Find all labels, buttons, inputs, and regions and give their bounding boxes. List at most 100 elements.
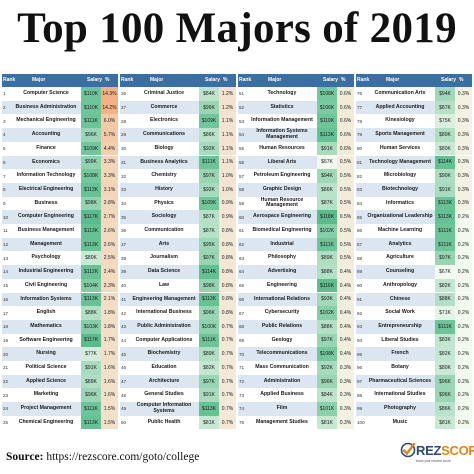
salary-cell: $102K xyxy=(317,306,337,320)
percent-cell: 0.2% xyxy=(455,237,472,252)
percent-cell: 0.3% xyxy=(455,114,472,129)
table-row: 38 Journalism $97K 0.8% xyxy=(120,251,236,266)
salary-cell: $113K xyxy=(81,292,101,307)
rank-cell: 5 xyxy=(3,146,6,152)
salary-cell: $111K xyxy=(435,237,455,252)
percent-cell: 0.3% xyxy=(455,87,472,101)
table-row: 70 Telecommunications $108K 0.4% xyxy=(238,347,354,361)
rank-cell: 58 xyxy=(239,187,245,193)
rank-cell: 98 xyxy=(357,392,363,398)
chart-title: Top 100 Majors of 2019 xyxy=(17,5,457,52)
table-row: 10 Computer Engineering $117K 2.7% xyxy=(2,210,118,224)
table-row: 85 Organizational Leadership $113K 0.2% xyxy=(356,210,472,224)
salary-cell: $97K xyxy=(199,169,219,183)
salary-cell: $113K xyxy=(81,237,101,252)
source-url[interactable]: https://rezscore.com/goto/college xyxy=(46,451,200,463)
salary-cell: $86K xyxy=(435,402,455,416)
salary-cell: $111K xyxy=(435,224,455,238)
major-cell: Film xyxy=(276,405,288,412)
percent-cell: 0.4% xyxy=(337,306,354,320)
major-cell: Business xyxy=(34,199,58,206)
table-row: 49 Computer Information Systems $113K 0.7% xyxy=(120,402,236,416)
salary-cell: $110K xyxy=(81,100,101,115)
major-cell: Human Resources xyxy=(259,144,305,151)
rank-cell: 1 xyxy=(3,91,6,97)
source-note: Source: https://rezscore.com/goto/colleg… xyxy=(6,451,199,463)
table-row: 39 Data Science $114K 0.8% xyxy=(120,265,236,279)
major-cell: Computer Information Systems xyxy=(136,402,192,414)
percent-cell: 0.3% xyxy=(455,169,472,183)
column-header: % xyxy=(341,77,346,83)
percent-cell: 1.6% xyxy=(101,374,118,389)
salary-cell: $89K xyxy=(435,128,455,142)
rank-cell: 41 xyxy=(121,296,127,302)
major-cell: Applied Science xyxy=(25,377,67,384)
table-row: 75 Management Studies $81K 0.3% xyxy=(238,415,354,430)
salary-cell: $88K xyxy=(435,292,455,307)
salary-cell: $92K xyxy=(317,361,337,375)
percent-cell: 0.5% xyxy=(337,251,354,266)
major-cell: Information Systems Management xyxy=(256,128,308,140)
salary-cell: $80K xyxy=(435,141,455,156)
major-cell: Kinesiology xyxy=(385,117,415,124)
table-row: 16 Information Systems $113K 2.1% xyxy=(2,292,118,307)
salary-cell: $89K xyxy=(199,347,219,361)
rank-cell: 17 xyxy=(3,310,9,316)
rank-cell: 10 xyxy=(3,214,9,220)
table-row: 74 Film $101K 0.3% xyxy=(238,402,354,416)
major-cell: Mathematics xyxy=(30,322,62,329)
major-cell: Public Relations xyxy=(261,322,303,329)
rank-cell: 23 xyxy=(3,392,9,398)
table-header: Rank Major Salary% xyxy=(356,74,472,87)
rank-cell: 22 xyxy=(3,379,9,385)
percent-cell: 2.4% xyxy=(101,265,118,279)
salary-cell: $108K xyxy=(317,87,337,101)
table-row: 47 Architecture $97K 0.7% xyxy=(120,374,236,389)
column-header: Major xyxy=(386,77,400,83)
salary-cell: $98K xyxy=(199,278,219,293)
salary-cell: $87K xyxy=(435,100,455,115)
percent-cell: 0.7% xyxy=(219,347,236,361)
percent-cell: 0.4% xyxy=(337,319,354,334)
rank-cell: 95 xyxy=(357,351,363,357)
rank-cell: 84 xyxy=(357,200,363,206)
table-row: 91 Chinese $88K 0.2% xyxy=(356,292,472,307)
rank-cell: 64 xyxy=(239,269,245,275)
major-cell: Social Work xyxy=(385,309,415,316)
percent-cell: 2.7% xyxy=(101,210,118,224)
percent-cell: 0.7% xyxy=(219,333,236,348)
major-cell: Engineering Management xyxy=(132,295,196,302)
rank-cell: 48 xyxy=(121,392,127,398)
salary-cell: $83K xyxy=(435,333,455,348)
major-cell: Petroleum Engineering xyxy=(253,172,311,179)
major-cell: Management xyxy=(30,240,62,247)
salary-cell: $109K xyxy=(199,196,219,211)
major-cell: Computer Applications xyxy=(135,336,193,343)
salary-cell: $106K xyxy=(317,100,337,115)
percent-cell: 0.6% xyxy=(337,141,354,156)
percent-cell: 0.3% xyxy=(337,361,354,375)
table-row: 59 Human Resource Management $87K 0.5% xyxy=(238,196,354,211)
rank-cell: 86 xyxy=(357,228,363,234)
major-cell: Civil Engineering xyxy=(24,281,68,288)
major-cell: Public Health xyxy=(147,418,181,425)
rank-cell: 97 xyxy=(357,379,363,385)
major-cell: Communication Arts xyxy=(374,90,426,97)
salary-cell: $67K xyxy=(435,265,455,279)
table-row: 83 Biotechnology $91K 0.3% xyxy=(356,182,472,197)
salary-cell: $99K xyxy=(81,155,101,170)
table-row: 18 Mathematics $103K 1.8% xyxy=(2,319,118,334)
table-row: 43 Public Administration $100K 0.7% xyxy=(120,319,236,334)
salary-cell: $84K xyxy=(199,87,219,101)
table-row: 26 Criminal Justice $84K 1.2% xyxy=(120,87,236,101)
major-cell: Chemistry xyxy=(151,172,177,179)
rank-cell: 70 xyxy=(239,351,245,357)
percent-cell: 0.6% xyxy=(337,87,354,101)
rank-cell: 29 xyxy=(121,132,127,138)
salary-cell: $96K xyxy=(435,388,455,403)
rank-cell: 99 xyxy=(357,406,363,412)
rank-cell: 13 xyxy=(3,255,9,261)
percent-cell: 0.8% xyxy=(219,224,236,238)
rank-cell: 30 xyxy=(121,146,127,152)
salary-cell: $113K xyxy=(81,415,101,430)
